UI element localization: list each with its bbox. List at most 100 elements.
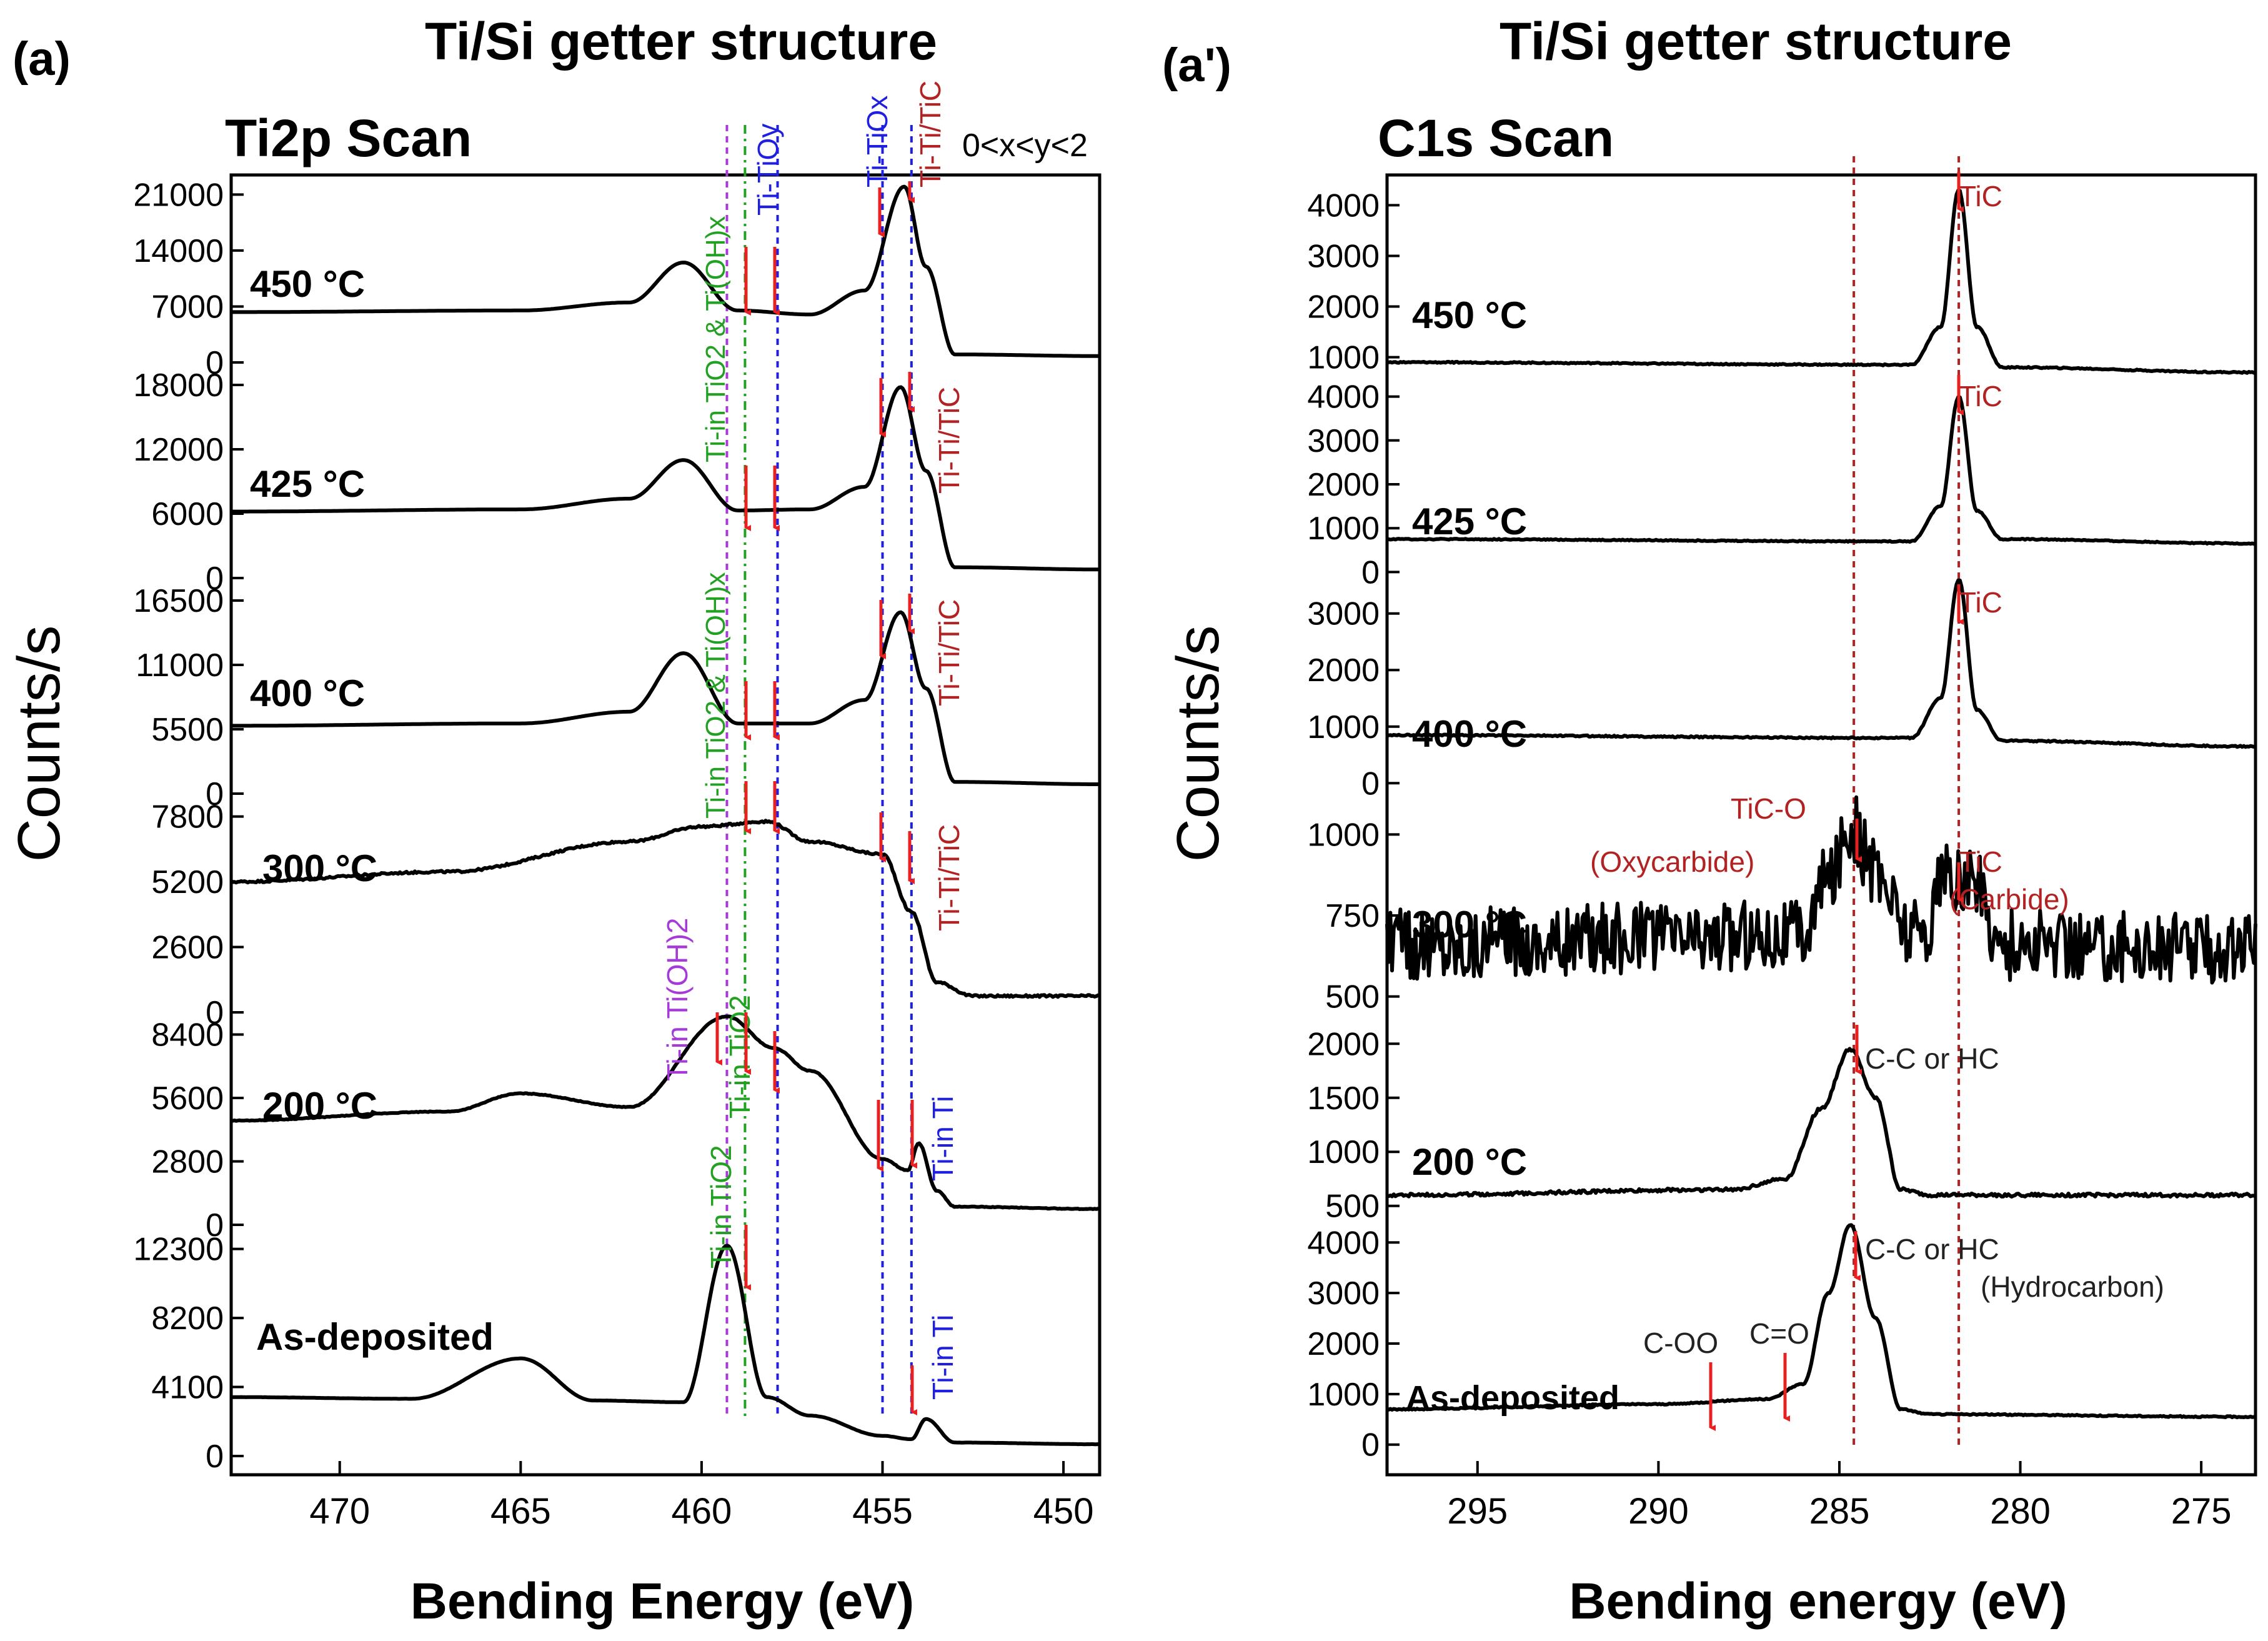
x-tick-label: 460	[672, 1491, 732, 1532]
annot-tic-4: TiC	[1959, 845, 2002, 878]
annot-tic-3: TiC	[1959, 586, 2002, 619]
y-tick-label: 21000	[133, 177, 224, 213]
panel-a-note: 0<x<y<2	[962, 127, 1088, 164]
series-line	[231, 385, 1100, 572]
panel-a-series	[230, 184, 1100, 1447]
series-label-425: 425 °C	[1412, 501, 1527, 542]
y-tick-label: 16500	[133, 583, 224, 619]
y-tick-label: 0	[206, 1207, 224, 1244]
y-tick-label: 8200	[151, 1300, 224, 1337]
series-line	[231, 1014, 1100, 1211]
x-tick-label: 285	[1809, 1491, 1870, 1532]
y-tick-label: 1000	[1307, 817, 1380, 853]
series-line	[231, 1244, 1100, 1447]
y-tick-label: 1500	[1307, 1080, 1380, 1117]
y-tick-label: 1000	[1307, 1134, 1380, 1170]
x-tick-label: 465	[490, 1491, 551, 1532]
y-tick-label: 4000	[1307, 1225, 1380, 1261]
series-label-200: 200 °C	[262, 1085, 377, 1127]
x-tick-label: 275	[2171, 1491, 2232, 1532]
series-label-asdep: As-deposited	[256, 1316, 494, 1358]
series-label-400: 400 °C	[250, 672, 365, 714]
annot-ti-tic-3: Ti-Ti/TiC	[933, 599, 965, 706]
annot-tic-o: TiC-O	[1731, 792, 1806, 825]
panel-a-x-axis-label: Bending Energy (eV)	[410, 1573, 914, 1630]
y-tick-label: 1000	[1307, 340, 1380, 376]
annot-ti-tiox: Ti-TiOx	[861, 96, 893, 187]
annot-tic-1: TiC	[1959, 180, 2002, 212]
panel-a-prime-scan-label: C1s Scan	[1378, 109, 1614, 167]
panel-a-prime: (a') Ti/Si getter structure C1s Scan Cou…	[1162, 12, 2257, 1630]
series-line	[231, 610, 1100, 786]
y-tick-label: 500	[1325, 1189, 1380, 1225]
y-tick-label: 12000	[133, 432, 224, 468]
y-tick-label: 0	[206, 776, 224, 812]
panel-a: (a) Ti/Si getter structure Ti2p Scan 0<x…	[6, 12, 1102, 1630]
annot-ti-tio2-2: Ti-in TiO2	[705, 1145, 737, 1269]
y-tick-label: 8400	[151, 1017, 224, 1054]
series-line	[231, 184, 1100, 358]
y-tick-label: 4100	[151, 1370, 224, 1406]
y-tick-label: 4000	[1307, 379, 1380, 416]
y-tick-label: 3000	[1307, 596, 1380, 632]
y-tick-label: 0	[1361, 1427, 1380, 1464]
y-tick-label: 1000	[1307, 1377, 1380, 1413]
annot-tio2-ohx-2: Ti-in TiO2 & Ti(OH)x	[700, 572, 731, 819]
series-label-300: 300 °C	[262, 847, 377, 889]
panel-a-scan-label: Ti2p Scan	[225, 109, 472, 167]
y-tick-label: 4000	[1307, 187, 1380, 224]
series-line	[1386, 1223, 2256, 1420]
panel-a-plot-frame	[229, 173, 1102, 1477]
annot-ti-tic-1: Ti-Ti/TiC	[914, 81, 947, 187]
series-label-450: 450 °C	[1412, 294, 1527, 336]
panel-a-prime-reference-lines	[1853, 156, 1961, 1450]
x-tick-label: 470	[309, 1491, 370, 1532]
y-tick-label: 7000	[151, 289, 224, 325]
y-tick-label: 0	[206, 561, 224, 597]
y-tick-label: 6000	[151, 496, 224, 532]
y-tick-label: 11000	[136, 647, 224, 684]
x-tick-label: 295	[1447, 1491, 1508, 1532]
annot-c-oo: C-OO	[1643, 1327, 1718, 1359]
y-tick-label: 2600	[151, 930, 224, 966]
x-tick-label: 290	[1628, 1491, 1689, 1532]
panel-a-reference-lines	[725, 125, 913, 1419]
y-tick-label: 7800	[151, 799, 224, 835]
panel-a-prime-label: (a')	[1162, 39, 1231, 92]
panel-a-title: Ti/Si getter structure	[425, 12, 937, 71]
annot-hydrocarbon: (Hydrocarbon)	[1981, 1270, 2164, 1303]
annot-tic-2: TiC	[1959, 380, 2002, 412]
y-tick-label: 750	[1325, 898, 1380, 934]
annot-carbide: (Carbide)	[1949, 883, 2069, 915]
panel-a-prime-title: Ti/Si getter structure	[1500, 12, 2012, 71]
series-label-300: 300 °C	[1412, 904, 1527, 945]
panel-a-prime-x-axis-label: Bending energy (eV)	[1569, 1573, 2067, 1630]
x-tick-label: 455	[852, 1491, 913, 1532]
series-label-400: 400 °C	[1412, 713, 1527, 755]
series-label-450: 450 °C	[250, 263, 365, 305]
y-tick-label: 0	[1361, 554, 1380, 591]
y-tick-label: 5200	[151, 864, 224, 900]
series-line	[230, 819, 1100, 999]
series-line	[1386, 1047, 2257, 1199]
series-label-asdep: As-deposited	[1406, 1379, 1619, 1417]
annot-tio2-ohx-1: Ti-in TiO2 & Ti(OH)x	[700, 216, 731, 462]
panel-a-label: (a)	[12, 32, 71, 86]
annot-cc-hc-2: C-C or HC	[1865, 1233, 1999, 1265]
y-tick-label: 0	[206, 345, 224, 381]
y-tick-label: 5600	[151, 1080, 224, 1117]
y-tick-label: 0	[206, 1439, 224, 1475]
panel-a-prime-plot-frame	[1385, 173, 2257, 1477]
y-tick-label: 12300	[133, 1232, 224, 1268]
panel-a-y-axis-label: Counts/s	[6, 626, 72, 862]
annot-ti-tic-4: Ti-Ti/TiC	[933, 824, 965, 931]
y-tick-label: 5500	[151, 712, 224, 748]
series-line	[1386, 578, 2256, 749]
annot-oxycarbide: (Oxycarbide)	[1590, 845, 1754, 878]
panel-a-prime-axes: 295 290 285 280 275 1000 2000 3000 4000 0 1000 2000…	[1307, 187, 2231, 1532]
y-tick-label: 1000	[1307, 709, 1380, 746]
annot-c-eq-o: C=O	[1749, 1317, 1809, 1350]
annot-ti-tioy: Ti-TiOy	[752, 124, 784, 216]
panel-a-axes: 470 465 460 455 450 0 7000 14000 21000 0 6000 12000…	[133, 177, 1093, 1532]
